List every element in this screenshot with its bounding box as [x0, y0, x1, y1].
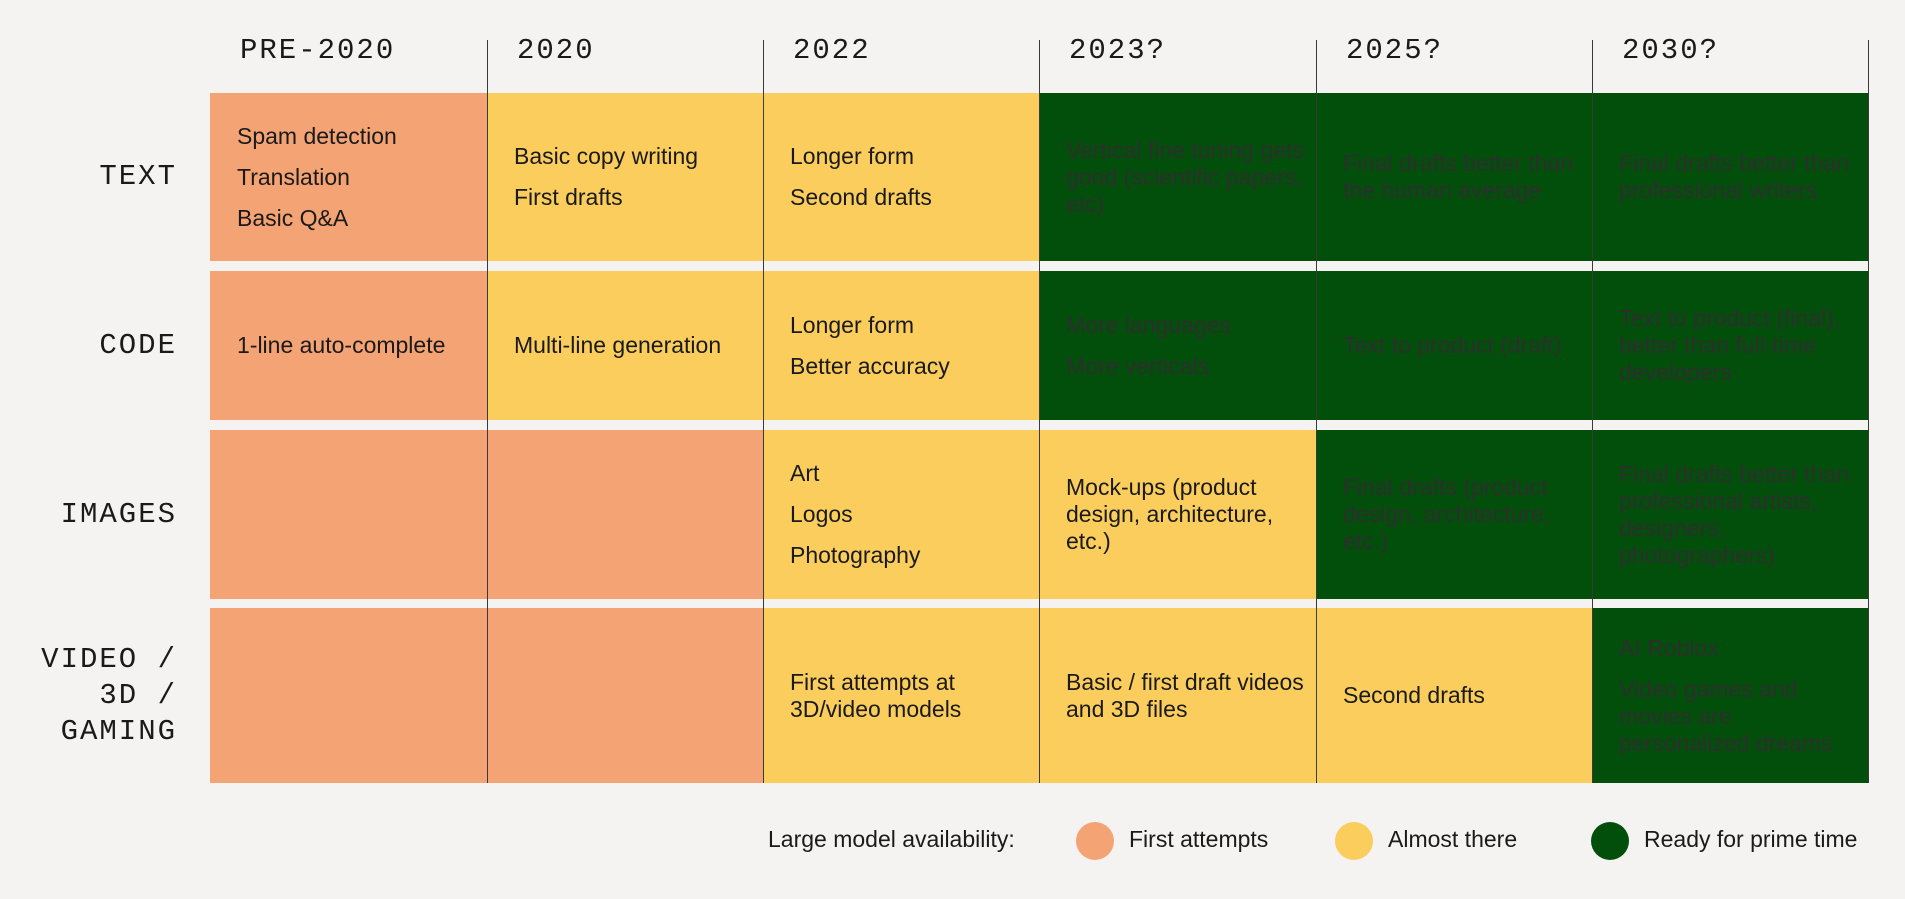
cell-r2-c4: Final drafts (product design, architectu… [1316, 430, 1592, 599]
cell-item: First drafts [514, 184, 623, 210]
cell-item: First attempts at 3D/video models [790, 668, 962, 722]
column-divider [1039, 40, 1040, 783]
row-header-line: CODE [99, 328, 177, 362]
cell-item: Final drafts better than professional wr… [1619, 150, 1850, 203]
row-header-line: GAMING [60, 714, 177, 748]
row-header-1: CODE [0, 271, 177, 420]
cell-item: Basic Q&A [237, 204, 349, 231]
legend-swatch-almost-there [1335, 822, 1373, 860]
cell-item: Second drafts [790, 184, 932, 210]
cell-r1-c3: More languages More verticals [1039, 271, 1316, 420]
column-header-2: 2022 [793, 34, 871, 67]
cell-item: Text to product (draft) [1343, 332, 1562, 358]
cell-item: Spam detection [237, 122, 397, 149]
cell-item: AI Roblox [1619, 634, 1719, 661]
column-header-0: PRE-2020 [240, 34, 396, 67]
legend-swatch-first-attempts [1076, 822, 1114, 860]
cell-r0-c3: Vertical fine tuning gets good (scientif… [1039, 93, 1316, 261]
cell-r1-c0: 1-line auto-complete [210, 271, 487, 420]
column-divider [763, 40, 764, 783]
legend-title: Large model availability: [768, 826, 1015, 852]
cell-item: Art [790, 460, 820, 486]
legend: Large model availability: First attempts… [0, 822, 1905, 862]
column-divider [1592, 40, 1593, 783]
cell-item: Final drafts (product design, architectu… [1343, 474, 1551, 554]
cell-item: 1-line auto-complete [237, 332, 446, 358]
row-header-line: IMAGES [60, 497, 177, 531]
cell-r2-c1 [487, 430, 763, 599]
cell-r2-c5: Final drafts better than professional ar… [1592, 430, 1868, 599]
row-header-line: 3D / [99, 678, 177, 712]
row-header-0: TEXT [0, 93, 177, 261]
column-divider [487, 40, 488, 783]
cell-item: More languages [1066, 311, 1231, 338]
column-header-4: 2025? [1346, 34, 1444, 67]
cell-r1-c5: Text to product (final), better than ful… [1592, 271, 1868, 420]
cell-item: Video games and movies are personalized … [1619, 675, 1833, 756]
legend-label-almost-there: Almost there [1388, 826, 1518, 852]
legend-swatch-ready [1591, 822, 1629, 860]
cell-item: Text to product (final), better than ful… [1619, 305, 1841, 385]
cell-item: Vertical fine tuning gets good (scientif… [1066, 136, 1304, 217]
cell-r3-c3: Basic / first draft videos and 3D files [1039, 608, 1316, 783]
cell-item: Longer form [790, 143, 915, 169]
cell-item: Final drafts better than the human avera… [1343, 150, 1574, 203]
cell-item: Basic / first draft videos and 3D files [1066, 668, 1304, 722]
cell-r3-c2: First attempts at 3D/video models [763, 608, 1039, 783]
cell-item: Better accuracy [790, 352, 950, 379]
row-header-line: TEXT [99, 160, 177, 193]
column-divider [1316, 40, 1317, 783]
cell-r0-c5: Final drafts better than professional wr… [1592, 93, 1868, 261]
cell-r3-c0 [210, 608, 487, 783]
cell-r1-c1: Multi-line generation [487, 271, 763, 420]
cell-r2-c3: Mock-ups (product design, architecture, … [1039, 430, 1316, 599]
cell-r3-c1 [487, 608, 763, 783]
cell-item: Logos [790, 501, 853, 527]
cell-item: Final drafts better than professional ar… [1619, 460, 1850, 568]
legend-label-ready: Ready for prime time [1644, 826, 1858, 852]
row-header-3: VIDEO /3D / GAMING [0, 608, 177, 783]
cell-item: Mock-ups (product design, architecture, … [1066, 474, 1274, 554]
cell-item: Translation [237, 163, 350, 190]
cell-r3-c4: Second drafts [1316, 608, 1592, 783]
row-header-2: IMAGES [0, 430, 177, 599]
cell-r3-c5: AI Roblox Video games and movies are pers… [1592, 608, 1868, 783]
cell-r2-c0 [210, 430, 487, 599]
cell-item: More verticals [1066, 352, 1210, 379]
cell-r0-c2: Longer form Second drafts [763, 93, 1039, 261]
cell-r0-c4: Final drafts better than the human avera… [1316, 93, 1592, 261]
row-header-line: VIDEO / [41, 642, 177, 676]
cell-item: Second drafts [1343, 682, 1485, 708]
cell-item: Photography [790, 542, 921, 568]
column-divider [1868, 40, 1869, 783]
cell-item: Basic copy writing [514, 143, 699, 169]
cell-r0-c1: Basic copy writing First drafts [487, 93, 763, 261]
column-header-5: 2030? [1622, 34, 1720, 67]
cell-item: Longer form [790, 311, 915, 338]
legend-label-first-attempts: First attempts [1129, 826, 1269, 852]
column-header-1: 2020 [517, 34, 595, 67]
cell-r0-c0: Spam detection Translation Basic Q&A [210, 93, 487, 261]
column-header-3: 2023? [1069, 34, 1167, 67]
cell-r1-c4: Text to product (draft) [1316, 271, 1592, 420]
cell-r2-c2: Art Logos Photography [763, 430, 1039, 599]
cell-item: Multi-line generation [514, 332, 722, 358]
cell-r1-c2: Longer form Better accuracy [763, 271, 1039, 420]
